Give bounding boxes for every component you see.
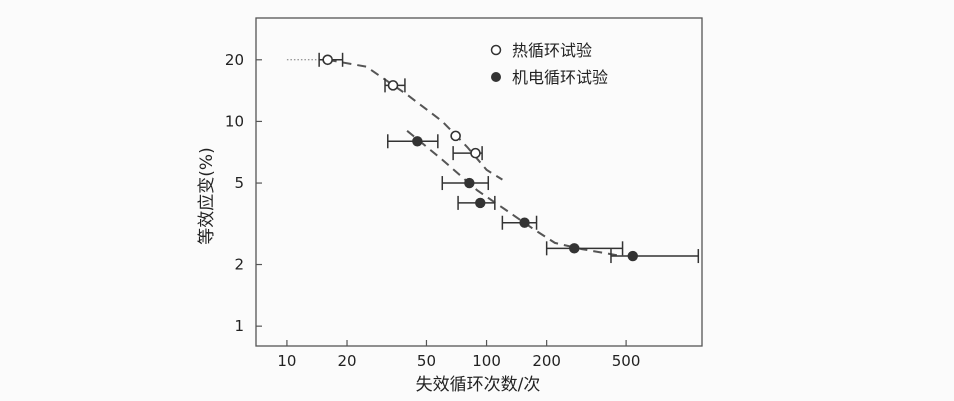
data-point-filled: [464, 177, 475, 189]
y-axis-label: 等效应变(%): [197, 147, 217, 244]
legend-label-electromechanical: 机电循环试验: [512, 68, 608, 87]
error-bars: [318, 52, 700, 264]
y-tick-label: 5: [234, 174, 244, 192]
x-axis-label: 失效循环次数/次: [416, 375, 541, 395]
data-point-filled: [475, 197, 486, 209]
y-tick-label: 10: [225, 112, 244, 130]
trend-line-series-1: [406, 130, 618, 257]
data-point-open: [470, 147, 481, 159]
legend-label-thermal: 热循环试验: [512, 41, 592, 60]
x-tick-label: 50: [417, 352, 436, 370]
data-point-open: [450, 130, 461, 142]
y-tick-labels: 1 2 5 10 20: [225, 51, 244, 335]
x-tick-label: 20: [337, 352, 356, 370]
x-tick-labels: 10 20 50 100 200 500: [277, 352, 640, 370]
x-tick-label: 200: [532, 352, 561, 370]
plot-frame: [255, 17, 703, 347]
data-point-filled: [569, 243, 580, 254]
data-point-open: [322, 54, 333, 66]
x-tick-label: 10: [277, 352, 296, 370]
y-tick-label: 20: [225, 51, 244, 69]
y-tick-label: 1: [234, 317, 244, 335]
legend: 热循环试验 机电循环试验: [490, 41, 608, 87]
legend-marker-open-circle: [490, 44, 502, 56]
data-points: [322, 54, 638, 262]
legend-marker-filled-circle: [491, 72, 501, 82]
trend-line-series-0: [327, 58, 503, 181]
trend-lines: [286, 58, 618, 257]
data-point-filled: [412, 136, 423, 147]
x-tick-label: 500: [612, 352, 641, 370]
x-tick-label: 100: [472, 352, 501, 370]
y-tick-label: 2: [234, 256, 244, 274]
data-point-filled: [519, 217, 530, 228]
axis-ticks: [256, 59, 627, 346]
data-point-open: [387, 80, 399, 91]
data-point-filled: [627, 250, 638, 262]
